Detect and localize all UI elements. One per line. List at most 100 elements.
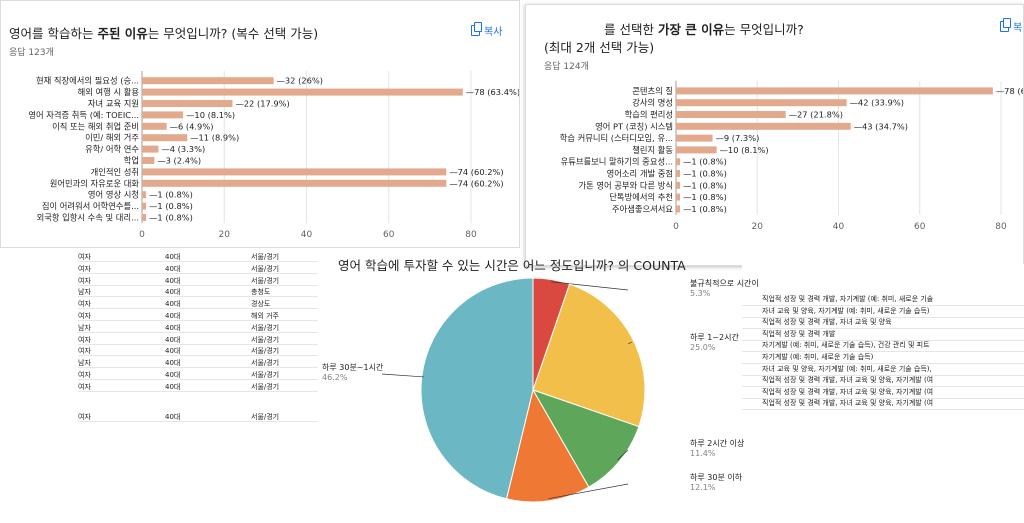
table-row: 직업적 성장 및 경력 개발, 자기계발 (예: 취미, 새로운 기술 bbox=[742, 294, 1024, 306]
survey-panel-reasons: 영어를 학습하는 주된 이유는 무엇입니까? (복수 선택 가능) 응답 123… bbox=[0, 0, 520, 248]
table-cell: 서울/경기 bbox=[251, 253, 280, 261]
bar bbox=[676, 158, 681, 166]
table-cell: 40대 bbox=[165, 276, 181, 285]
pie-slice bbox=[505, 388, 590, 503]
category-label: 강사의 명성 bbox=[632, 98, 673, 108]
table-cell: 40대 bbox=[165, 382, 181, 391]
table-cell: 여자 bbox=[78, 413, 91, 422]
value-label: —74 (60.2%) bbox=[449, 178, 503, 188]
table-cell: 서울/경기 bbox=[251, 371, 280, 379]
table-row: 여자 40대 서울/경기 bbox=[78, 344, 318, 357]
bar bbox=[142, 88, 463, 96]
table-row: 직업적 성장 및 경력 개발, 자녀 교육 및 양육, 자기계발 (여 bbox=[742, 375, 1024, 388]
table-cell: 여자 bbox=[78, 382, 91, 391]
value-label: —1 (0.8%) bbox=[149, 213, 193, 223]
bar bbox=[676, 170, 681, 177]
table-row: 자기계발 (예: 취미, 새로운 기술 습득), 건강 관리 및 피트 bbox=[742, 340, 1024, 353]
value-label: —1 (0.8%) bbox=[683, 204, 727, 214]
bar bbox=[676, 111, 786, 118]
category-label: 유학/ 어학 연수 bbox=[85, 144, 139, 154]
table-cell: 여자 bbox=[78, 276, 91, 285]
table-cell: 서울/경기 bbox=[251, 264, 280, 273]
slice-label: 하루 30분 이하 bbox=[690, 472, 743, 482]
table-row: 여자 40대 경상도 bbox=[78, 297, 318, 310]
table-cell: 40대 bbox=[165, 312, 181, 320]
bar bbox=[142, 122, 167, 130]
slice-pct-label: 46.2% bbox=[322, 373, 348, 382]
table-cell: 40대 bbox=[165, 253, 181, 261]
bar bbox=[142, 77, 274, 85]
bar bbox=[676, 99, 847, 107]
leader-line bbox=[617, 449, 629, 461]
value-label: —43 (34.7%) bbox=[854, 121, 908, 131]
value-label: —1 (0.8%) bbox=[683, 180, 727, 190]
value-label: —4 (3.3%) bbox=[161, 144, 205, 154]
value-label: —11 (8.9%) bbox=[190, 133, 239, 143]
table-row: 자기계발 (예: 취미, 새로운 기술 습득) bbox=[742, 352, 1024, 364]
table-cell: 40대 bbox=[165, 323, 181, 332]
bar bbox=[676, 122, 851, 130]
bar bbox=[676, 87, 993, 95]
bar bbox=[142, 191, 147, 199]
table-row: 여자 40대 서울/경기 bbox=[78, 410, 318, 423]
x-tick-label: 60 bbox=[383, 230, 395, 240]
panel1-copy-button[interactable]: 복사 bbox=[471, 22, 502, 38]
panel2-response-count: 응답 124개 bbox=[544, 62, 589, 72]
category-label: 영어 PT (코칭) 시스템 bbox=[595, 121, 673, 131]
category-label: 해외 여행 시 활용 bbox=[78, 87, 140, 97]
bar bbox=[676, 146, 717, 154]
panel1-response-count: 응답 123개 bbox=[9, 48, 54, 58]
table-cell: 40대 bbox=[165, 300, 181, 309]
table-row: 직업적 성장 및 경력 개발 bbox=[742, 329, 1024, 341]
table-cell: 40대 bbox=[165, 371, 181, 379]
x-tick-label: 80 bbox=[465, 230, 477, 240]
pie-slice bbox=[532, 283, 646, 428]
table-cell: 남자 bbox=[78, 288, 91, 297]
table-row: 여자 40대 서울/경기 bbox=[78, 380, 318, 392]
bar bbox=[142, 145, 159, 153]
category-label: 원어민과의 자유로운 대화 bbox=[50, 178, 140, 188]
reasons-bar-chart: 0 20 40 60 80 현재 직장에서의 필요성 (승... —32 (26%) 해외 여… bbox=[28, 71, 520, 240]
leader-line bbox=[627, 341, 632, 345]
category-label: 집이 어려워서 어학연수를... bbox=[42, 201, 139, 211]
leader-line bbox=[548, 483, 629, 500]
category-label: 학습의 편리성 bbox=[625, 110, 673, 120]
value-label: —1 (0.8%) bbox=[683, 192, 727, 202]
table-cell: 서울/경기 bbox=[251, 347, 280, 356]
table-cell: 여자 bbox=[78, 264, 91, 273]
table-row: 남자 40대 서울/경기 bbox=[78, 356, 318, 369]
panel2-copy-button[interactable]: 복 bbox=[1000, 18, 1022, 34]
table-cell: 경상도 bbox=[251, 300, 271, 309]
bar bbox=[676, 181, 681, 189]
bar bbox=[142, 202, 147, 210]
table-row: 여자 40대 해외 거주 bbox=[78, 309, 318, 321]
category-label: 이직 또는 해외 취업 준비 bbox=[52, 121, 139, 131]
table-row: 남자 40대 서울/경기 bbox=[78, 321, 318, 333]
right-spreadsheet: 직업적 성장 및 경력 개발, 자기계발 (예: 취미, 새로운 기술 자녀 교육… bbox=[742, 264, 1024, 414]
bar bbox=[142, 134, 188, 142]
pie-title: 영어 학습에 투자할 수 있는 시간은 어느 정도입니까? 의 COUNTA bbox=[338, 258, 686, 273]
leader-line bbox=[551, 281, 629, 291]
value-label: —1 (0.8%) bbox=[149, 201, 193, 211]
panel2-title: 를 선택한 가장 큰 이유는 무엇입니까? bbox=[604, 22, 804, 37]
slice-label: 하루 1~2시간 bbox=[690, 332, 740, 342]
table-cell: 여자 bbox=[78, 253, 91, 261]
left-spreadsheet: 여자 40대 서울/경기 여자 40대 서울/경기 여자 40대 서울/경기 남자 40대 충청도 여자… bbox=[78, 250, 318, 423]
category-label: 주아샘좋으셔서요 bbox=[612, 204, 673, 214]
category-label: 현재 직장에서의 필요성 (승... bbox=[36, 76, 139, 86]
category-label: 유튜브를보니 말하기의 중요성... bbox=[561, 157, 673, 167]
table-cell: 40대 bbox=[165, 359, 181, 368]
bar bbox=[142, 157, 155, 164]
slice-label: 하루 2시간 이상 bbox=[690, 438, 745, 448]
table-cell: 여자 bbox=[78, 371, 91, 379]
category-label: 자녀 교육 지원 bbox=[88, 99, 139, 109]
category-label: 챌린지 활동 bbox=[632, 145, 673, 155]
time-pie-chart-area: 영어 학습에 투자할 수 있는 시간은 어느 정도입니까? 의 COUNTA 불규… bbox=[300, 250, 776, 519]
slice-label: 불규칙적으로 시간이 날... bbox=[690, 278, 760, 288]
category-label: 가톤 영어 공부와 다른 방식 bbox=[578, 180, 673, 190]
table-cell: 서울/경기 bbox=[251, 276, 280, 285]
category-label: 학업 bbox=[124, 156, 139, 166]
value-label: —1 (0.8%) bbox=[683, 169, 727, 179]
value-label: —78 (63.4%) bbox=[466, 87, 520, 97]
x-tick-label: 60 bbox=[914, 222, 926, 232]
